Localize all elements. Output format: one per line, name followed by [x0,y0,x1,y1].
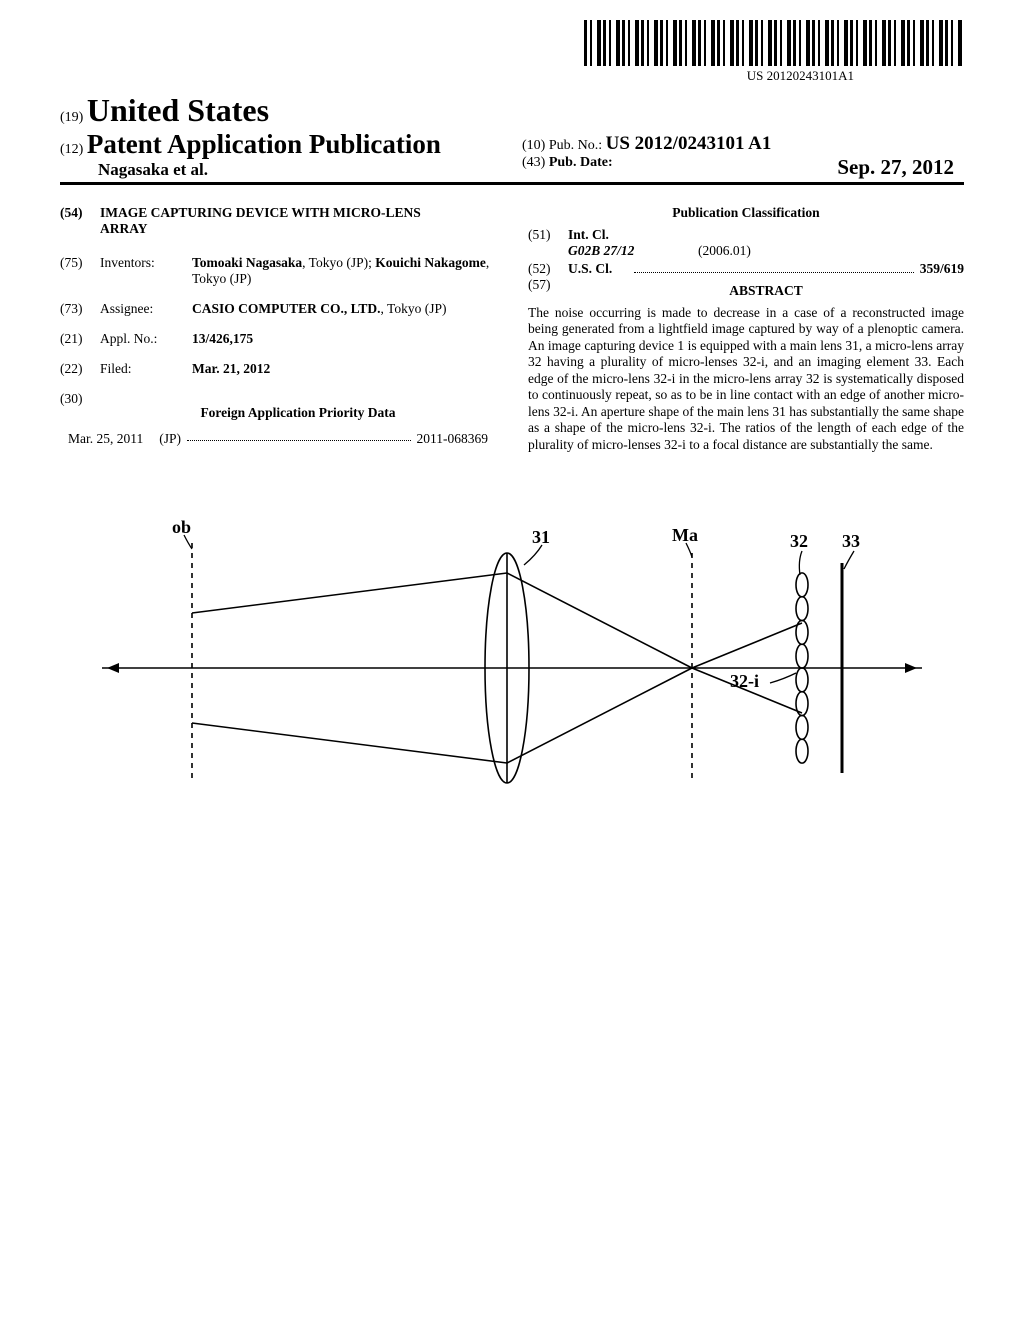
figure: ob Ma 31 32 33 32-i [102,523,922,813]
code-12: (12) [60,142,83,157]
country: United States [87,92,269,128]
pubno-label: Pub. No.: [549,138,602,153]
priority-number: 2011-068369 [417,431,489,447]
dots-icon [187,431,410,441]
header-block: (19) United States (12) Patent Applicati… [60,92,964,185]
row-30-heading: (30) Foreign Application Priority Data [60,391,496,431]
code-57: (57) [528,277,568,305]
line-19: (19) United States [60,92,512,129]
inventor-1-name: Tomoaki Nagasaka [192,255,302,270]
authors-line: Nagasaka et al. [60,160,512,180]
dots-icon-2 [634,263,914,273]
field-21: (21) Appl. No.: 13/426,175 [60,331,496,347]
pubdate-left: (43) Pub. Date: [522,155,613,180]
uscl-value: 359/619 [920,261,964,277]
filed-date: Mar. 21, 2012 [192,361,496,377]
line-pubno: (10) Pub. No.: US 2012/0243101 A1 [512,133,964,155]
intcl-value-row: G02B 27/12 (2006.01) [528,243,964,259]
priority-country: (JP) [159,431,181,447]
header-right: (10) Pub. No.: US 2012/0243101 A1 (43) P… [512,133,964,180]
barcode-region: US 20120243101A1 [60,20,964,84]
field-54: (54) IMAGE CAPTURING DEVICE WITH MICRO-L… [60,205,496,237]
field-73: (73) Assignee: CASIO COMPUTER CO., LTD.,… [60,301,496,317]
left-column: (54) IMAGE CAPTURING DEVICE WITH MICRO-L… [60,205,496,453]
intcl-class: G02B 27/12 [568,243,698,259]
assignee: CASIO COMPUTER CO., LTD., Tokyo (JP) [192,301,496,317]
priority-heading: Foreign Application Priority Data [100,405,496,421]
figure-svg [102,523,922,813]
label-ob: ob [172,517,191,538]
label-51: Int. Cl. [568,227,609,243]
field-75: (75) Inventors: Tomoaki Nagasaka, Tokyo … [60,255,496,287]
label-32i: 32-i [730,671,759,692]
label-33: 33 [842,531,860,552]
code-10: (10) [522,138,545,153]
pub-date: Sep. 27, 2012 [837,155,954,180]
code-21: (21) [60,331,100,347]
inventor-1-loc: , Tokyo (JP); [302,255,372,270]
intcl-edition: (2006.01) [698,243,751,259]
field-57: (57) ABSTRACT [528,277,964,305]
code-43: (43) [522,155,545,170]
pubdate-label: Pub. Date: [549,155,613,170]
barcode-text: US 20120243101A1 [747,68,854,84]
label-75: Inventors: [100,255,192,287]
priority-date: Mar. 25, 2011 [68,431,143,447]
label-52: U.S. Cl. [568,261,628,277]
header-left: (19) United States (12) Patent Applicati… [60,92,512,180]
code-52: (52) [528,261,568,277]
label-22: Filed: [100,361,192,377]
assignee-loc: , Tokyo (JP) [381,301,447,316]
classification-heading: Publication Classification [528,205,964,221]
label-21: Appl. No.: [100,331,192,347]
code-51: (51) [528,227,568,243]
line-12: (12) Patent Application Publication [60,129,512,160]
right-column: Publication Classification (51) Int. Cl.… [528,205,964,453]
abstract-heading: ABSTRACT [568,283,964,299]
code-73: (73) [60,301,100,317]
label-32: 32 [790,531,808,552]
code-30: (30) [60,391,100,431]
code-75: (75) [60,255,100,287]
field-51: (51) Int. Cl. [528,227,964,243]
field-30: (30) Foreign Application Priority Data M… [60,391,496,447]
label-73: Assignee: [100,301,192,317]
line-pubdate: (43) Pub. Date: Sep. 27, 2012 [512,155,964,180]
assignee-name: CASIO COMPUTER CO., LTD. [192,301,381,316]
inventor-2-name: Kouichi Nakagome [375,255,486,270]
field-52: (52) U.S. Cl. 359/619 [528,261,964,277]
code-19: (19) [60,110,83,125]
appl-no: 13/426,175 [192,331,496,347]
label-31: 31 [532,527,550,548]
biblio-columns: (54) IMAGE CAPTURING DEVICE WITH MICRO-L… [60,205,964,453]
priority-row: Mar. 25, 2011 (JP) 2011-068369 [60,431,496,447]
code-22: (22) [60,361,100,377]
pub-no: US 2012/0243101 A1 [606,133,772,154]
barcode-graphic [584,20,964,66]
code-54: (54) [60,205,100,237]
title: IMAGE CAPTURING DEVICE WITH MICRO-LENS A… [100,205,496,237]
inventors: Tomoaki Nagasaka, Tokyo (JP); Kouichi Na… [192,255,496,287]
field-22: (22) Filed: Mar. 21, 2012 [60,361,496,377]
label-ma: Ma [672,525,698,546]
abstract-text: The noise occurring is made to decrease … [528,305,964,453]
doc-type: Patent Application Publication [87,129,441,159]
